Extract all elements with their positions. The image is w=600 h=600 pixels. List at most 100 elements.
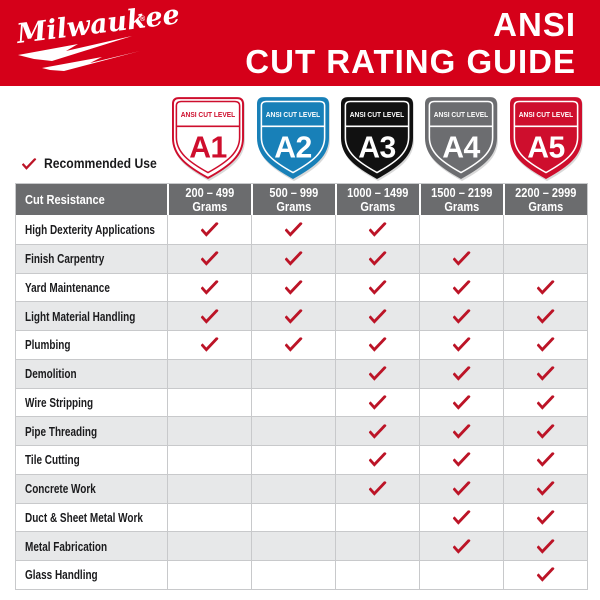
check-icon bbox=[536, 452, 555, 468]
check-icon bbox=[21, 157, 37, 170]
table-row: Concrete Work bbox=[16, 473, 587, 503]
rating-cell bbox=[251, 388, 335, 417]
rating-cell bbox=[251, 503, 335, 532]
table-row: Glass Handling bbox=[16, 560, 587, 589]
rating-cell bbox=[335, 561, 419, 589]
rating-cell bbox=[419, 446, 503, 474]
row-label: Duct & Sheet Metal Work bbox=[25, 509, 143, 525]
check-icon bbox=[452, 452, 471, 468]
check-icon bbox=[452, 394, 471, 410]
check-icon bbox=[536, 480, 555, 496]
shield-band-label: ANSI CUT LEVEL bbox=[265, 110, 320, 119]
shield-band-label: ANSI CUT LEVEL bbox=[350, 110, 405, 119]
rating-cell bbox=[503, 532, 587, 560]
check-icon bbox=[536, 279, 555, 295]
table-row: Plumbing bbox=[16, 330, 587, 359]
rating-cell bbox=[503, 446, 587, 474]
row-label: Wire Stripping bbox=[25, 394, 94, 410]
row-label: Concrete Work bbox=[25, 481, 96, 497]
shield-level-label: A5 bbox=[527, 131, 565, 164]
check-icon bbox=[368, 423, 387, 439]
check-icon bbox=[536, 509, 555, 525]
rating-cell bbox=[167, 273, 251, 302]
check-icon bbox=[368, 452, 387, 468]
milwaukee-logo: Milwaukee ® bbox=[14, 0, 181, 71]
rating-cell bbox=[419, 503, 503, 532]
check-icon bbox=[284, 250, 303, 266]
rating-cell bbox=[503, 244, 587, 273]
cut-level-shield-a5: ANSI CUT LEVEL A5 bbox=[509, 97, 582, 180]
rating-cell bbox=[251, 273, 335, 302]
check-icon bbox=[452, 509, 471, 525]
rating-cell bbox=[167, 417, 251, 445]
check-icon bbox=[368, 308, 387, 324]
table-row: Yard Maintenance bbox=[16, 272, 587, 302]
rating-cell bbox=[503, 359, 587, 388]
cut-level-shield-a3: ANSI CUT LEVEL A3 bbox=[340, 97, 413, 180]
rating-cell bbox=[251, 446, 335, 474]
rating-cell bbox=[167, 474, 251, 503]
check-icon bbox=[452, 250, 471, 266]
rating-cell bbox=[167, 388, 251, 417]
column-header: 2200 – 2999 Grams bbox=[503, 184, 587, 215]
rating-cell bbox=[251, 244, 335, 273]
rating-cell bbox=[167, 331, 251, 359]
row-label: Demolition bbox=[25, 366, 77, 382]
shield-level-label: A3 bbox=[358, 131, 396, 164]
rating-cell bbox=[419, 359, 503, 388]
recommended-use-legend: Recommended Use bbox=[21, 156, 169, 171]
row-label: Pipe Threading bbox=[25, 423, 98, 439]
column-header: 1500 – 2199 Grams bbox=[419, 184, 503, 215]
corner-header: Cut Resistance bbox=[25, 192, 105, 207]
check-icon bbox=[536, 308, 555, 324]
rating-cell bbox=[251, 417, 335, 445]
rating-cell bbox=[251, 302, 335, 330]
rating-cell bbox=[251, 532, 335, 560]
check-icon bbox=[200, 337, 219, 353]
check-icon bbox=[536, 423, 555, 439]
check-icon bbox=[452, 480, 471, 496]
check-icon bbox=[452, 538, 471, 554]
rating-cell bbox=[335, 273, 419, 302]
rating-cell bbox=[419, 417, 503, 445]
check-icon bbox=[368, 250, 387, 266]
rating-cell bbox=[167, 244, 251, 273]
check-icon bbox=[368, 279, 387, 295]
rating-cell bbox=[167, 503, 251, 532]
rating-cell bbox=[335, 417, 419, 445]
check-icon bbox=[368, 221, 387, 237]
check-icon bbox=[452, 423, 471, 439]
check-icon bbox=[368, 394, 387, 410]
rating-cell bbox=[419, 244, 503, 273]
rating-cell bbox=[335, 215, 419, 244]
cut-level-shield-a4: ANSI CUT LEVEL A4 bbox=[425, 97, 498, 180]
shield-band-label: ANSI CUT LEVEL bbox=[181, 110, 236, 119]
table-row: Demolition bbox=[16, 358, 587, 388]
column-header: 1000 – 1499 Grams bbox=[335, 184, 419, 215]
rating-cell bbox=[419, 331, 503, 359]
rating-cell bbox=[503, 417, 587, 445]
check-icon bbox=[200, 308, 219, 324]
rating-cell bbox=[167, 215, 251, 244]
check-icon bbox=[452, 365, 471, 381]
rating-cell bbox=[167, 561, 251, 589]
column-header: 500 – 999 Grams bbox=[251, 184, 335, 215]
rating-cell bbox=[503, 474, 587, 503]
row-label: Metal Fabrication bbox=[25, 538, 108, 554]
rating-cell bbox=[503, 331, 587, 359]
rating-cell bbox=[419, 532, 503, 560]
rating-cell bbox=[335, 302, 419, 330]
rating-cell bbox=[419, 561, 503, 589]
row-label: Light Material Handling bbox=[25, 308, 136, 324]
row-label: Tile Cutting bbox=[25, 452, 80, 468]
title-line-2: CUT RATING GUIDE bbox=[245, 43, 576, 80]
check-icon bbox=[536, 567, 555, 583]
row-label: Glass Handling bbox=[25, 567, 98, 583]
banner: Milwaukee ® ANSI CUT RATING GUIDE bbox=[0, 0, 600, 86]
table-header-row: Cut Resistance 200 – 499 Grams 500 – 999… bbox=[16, 184, 587, 215]
row-label: Yard Maintenance bbox=[25, 279, 110, 295]
rating-cell bbox=[503, 561, 587, 589]
check-icon bbox=[536, 538, 555, 554]
row-label: High Dexterity Applications bbox=[25, 221, 155, 237]
check-icon bbox=[452, 308, 471, 324]
